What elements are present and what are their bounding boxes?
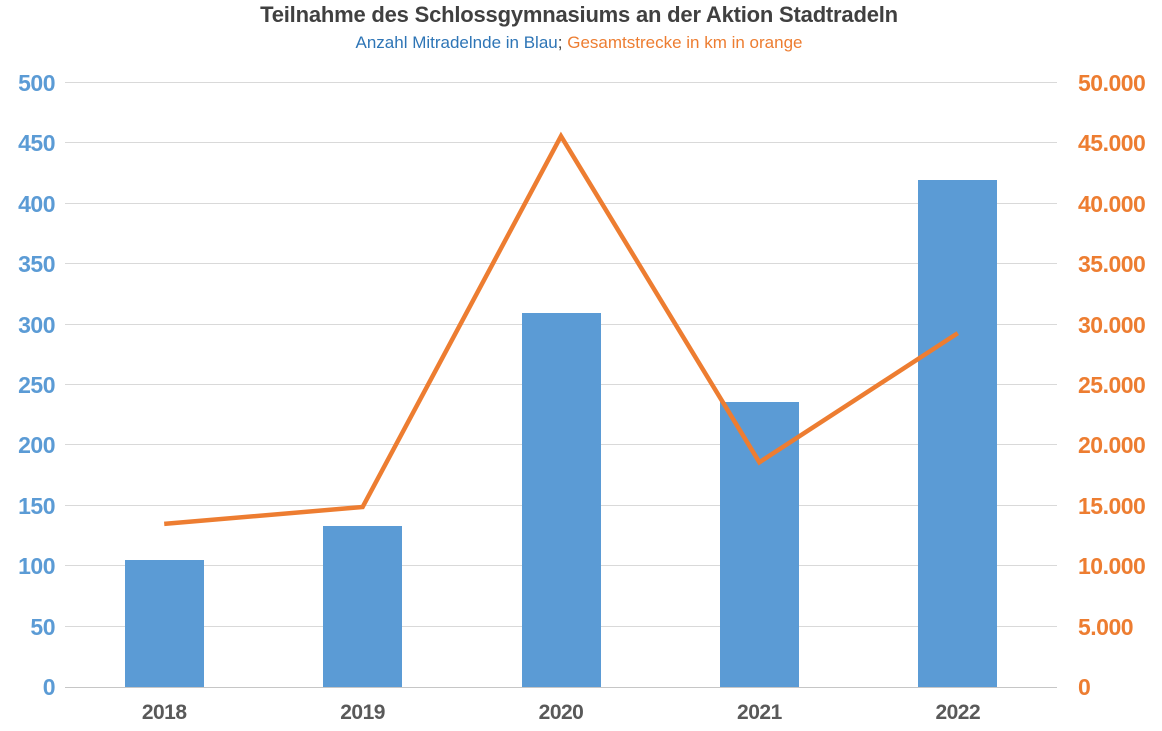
left-y-axis: 0 50 100 150 200 250 300 350 400 450 500 <box>0 71 55 699</box>
bar-2018 <box>124 560 204 687</box>
gridline <box>65 202 1057 204</box>
x-axis-label-2018: 2018 <box>141 701 187 724</box>
chart-subtitle: Anzahl Mitradelnde in Blau; Gesamtstrecke… <box>0 33 1158 53</box>
left-axis-tick-450: 450 <box>18 130 55 157</box>
right-axis-tick-5.000: 5.000 <box>1078 613 1134 640</box>
left-axis-tick-250: 250 <box>18 372 55 398</box>
x-axis: 2018 2019 2020 2021 2022 <box>65 701 1057 731</box>
distance-line <box>164 131 960 527</box>
left-axis-tick-50: 50 <box>30 613 55 640</box>
bar-2021 <box>719 401 799 687</box>
right-axis-tick-20.000: 20.000 <box>1078 432 1146 459</box>
right-axis-tick-15.000: 15.000 <box>1078 492 1146 519</box>
x-axis-label-2021: 2021 <box>737 701 782 724</box>
gridline <box>65 82 1057 83</box>
x-axis-label-2020: 2020 <box>538 701 584 724</box>
right-axis-tick-10.000: 10.000 <box>1078 553 1146 580</box>
right-axis-tick-40.000: 40.000 <box>1078 190 1146 217</box>
bar-2022 <box>918 179 998 687</box>
right-axis-tick-50.000: 50.000 <box>1078 70 1146 96</box>
left-axis-tick-300: 300 <box>18 311 55 338</box>
right-axis-tick-25.000: 25.000 <box>1078 372 1146 398</box>
subtitle-separator: ; <box>557 33 563 52</box>
left-axis-tick-0: 0 <box>42 674 56 700</box>
left-axis-tick-500: 500 <box>18 70 55 96</box>
distance-line-layer <box>164 131 960 527</box>
x-axis-line <box>65 687 1057 688</box>
chart-title: Teilnahme des Schlossgymnasiums an der A… <box>260 2 898 27</box>
subtitle-distance-legend: Gesamtstrecke in km in orange <box>567 33 803 52</box>
left-axis-tick-150: 150 <box>18 492 55 519</box>
bar-2020 <box>521 312 601 687</box>
right-axis-tick-35.000: 35.000 <box>1078 251 1146 278</box>
right-axis-tick-30.000: 30.000 <box>1078 311 1146 338</box>
left-axis-tick-400: 400 <box>18 190 55 217</box>
right-y-axis: 0 5.000 10.000 15.000 20.000 25.000 30.000 35.0… <box>1078 71 1162 699</box>
right-axis-tick-45.000: 45.000 <box>1078 130 1146 157</box>
right-axis-tick-0: 0 <box>1078 674 1091 700</box>
left-axis-tick-100: 100 <box>18 553 55 580</box>
x-axis-label-2019: 2019 <box>340 701 385 724</box>
bar-2019 <box>323 526 403 687</box>
gridline <box>65 142 1057 144</box>
left-axis-tick-200: 200 <box>18 432 55 459</box>
x-axis-label-2022: 2022 <box>935 701 981 724</box>
subtitle-participants-legend: Anzahl Mitradelnde in Blau <box>355 33 558 52</box>
gridline <box>65 263 1057 265</box>
left-axis-tick-350: 350 <box>18 251 55 278</box>
plot-area <box>65 82 1057 688</box>
